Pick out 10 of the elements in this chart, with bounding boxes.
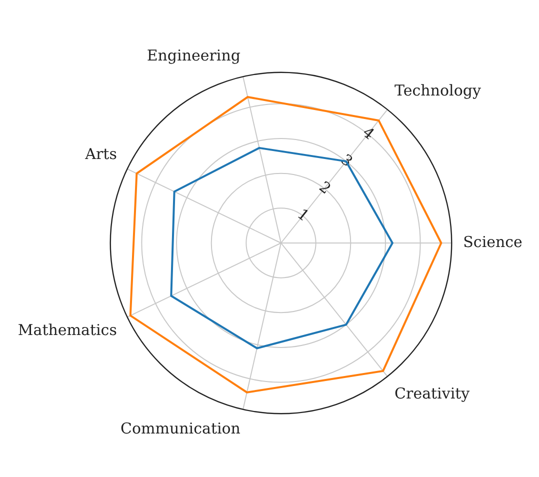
spoke-label: Mathematics [18, 320, 117, 339]
spoke-label: Technology [394, 81, 482, 100]
y-tick-label: 2 [316, 178, 334, 198]
spoke-label: Arts [84, 144, 117, 163]
spoke-label: Science [463, 232, 523, 251]
y-tick-label: 4 [359, 123, 378, 144]
spoke-label: Engineering [146, 46, 241, 64]
y-tick-label: 1 [294, 204, 313, 225]
spoke-label: Communication [120, 419, 241, 438]
spoke-label: Creativity [394, 384, 470, 402]
